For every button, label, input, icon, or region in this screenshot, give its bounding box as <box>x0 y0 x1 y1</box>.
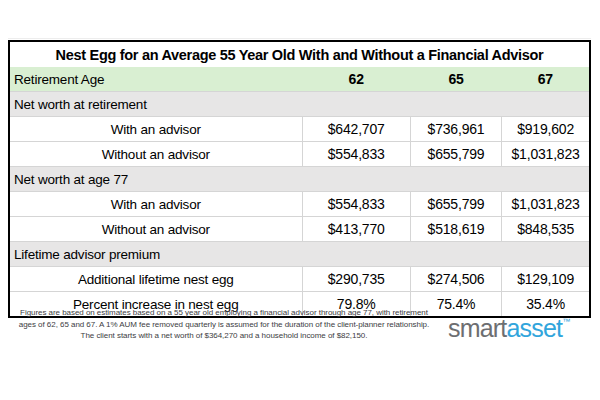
table-row: Additional lifetime nest egg $290,735 $2… <box>9 267 590 292</box>
table-title-row: Nest Egg for an Average 55 Year Old With… <box>9 41 590 67</box>
age-column-67: 67 <box>502 67 590 92</box>
age-column-62: 62 <box>302 67 410 92</box>
row-label: Without an advisor <box>9 142 302 167</box>
cell-value: $642,707 <box>302 117 410 142</box>
row-label: With an advisor <box>9 192 302 217</box>
logo-text-smart: smart <box>448 314 507 342</box>
section-header: Net worth at age 77 <box>9 167 590 192</box>
cell-value: $274,506 <box>410 267 501 292</box>
logo-text-asset: asset <box>507 314 563 342</box>
cell-value: $554,833 <box>302 192 410 217</box>
row-label: With an advisor <box>9 117 302 142</box>
table-row: Without an advisor $413,770 $518,619 $84… <box>9 217 590 242</box>
cell-value: $919,602 <box>502 117 590 142</box>
nest-egg-infographic: Nest Egg for an Average 55 Year Old With… <box>0 0 600 400</box>
cell-value: $129,109 <box>502 267 590 292</box>
age-column-65: 65 <box>410 67 501 92</box>
row-label: Additional lifetime nest egg <box>9 267 302 292</box>
cell-value: $290,735 <box>302 267 410 292</box>
section-header: Lifetime advisor premium <box>9 242 590 267</box>
section-net-worth-at-age-77: Net worth at age 77 <box>9 167 590 192</box>
cell-value: $655,799 <box>410 142 501 167</box>
table-row: With an advisor $642,707 $736,961 $919,6… <box>9 117 590 142</box>
section-lifetime-advisor-premium: Lifetime advisor premium <box>9 242 590 267</box>
nest-egg-table: Nest Egg for an Average 55 Year Old With… <box>8 40 591 318</box>
cell-value: $736,961 <box>410 117 501 142</box>
retirement-age-label: Retirement Age <box>9 67 302 92</box>
cell-value: $413,770 <box>302 217 410 242</box>
row-label: Without an advisor <box>9 217 302 242</box>
cell-value: $1,031,823 <box>502 192 590 217</box>
cell-value: $1,031,823 <box>502 142 590 167</box>
table-title: Nest Egg for an Average 55 Year Old With… <box>9 41 590 67</box>
smartasset-logo: smartasset™ <box>448 314 570 343</box>
retirement-age-header-row: Retirement Age 62 65 67 <box>9 67 590 92</box>
cell-value: $655,799 <box>410 192 501 217</box>
table-row: Without an advisor $554,833 $655,799 $1,… <box>9 142 590 167</box>
section-header: Net worth at retirement <box>9 92 590 117</box>
methodology-footnote: Figures are based on estimates based on … <box>12 307 436 342</box>
cell-value: $518,619 <box>410 217 501 242</box>
section-net-worth-at-retirement: Net worth at retirement <box>9 92 590 117</box>
cell-value: $848,535 <box>502 217 590 242</box>
gridline-remnant <box>8 38 591 39</box>
trademark-symbol: ™ <box>562 317 570 326</box>
table-row: With an advisor $554,833 $655,799 $1,031… <box>9 192 590 217</box>
cell-value: $554,833 <box>302 142 410 167</box>
